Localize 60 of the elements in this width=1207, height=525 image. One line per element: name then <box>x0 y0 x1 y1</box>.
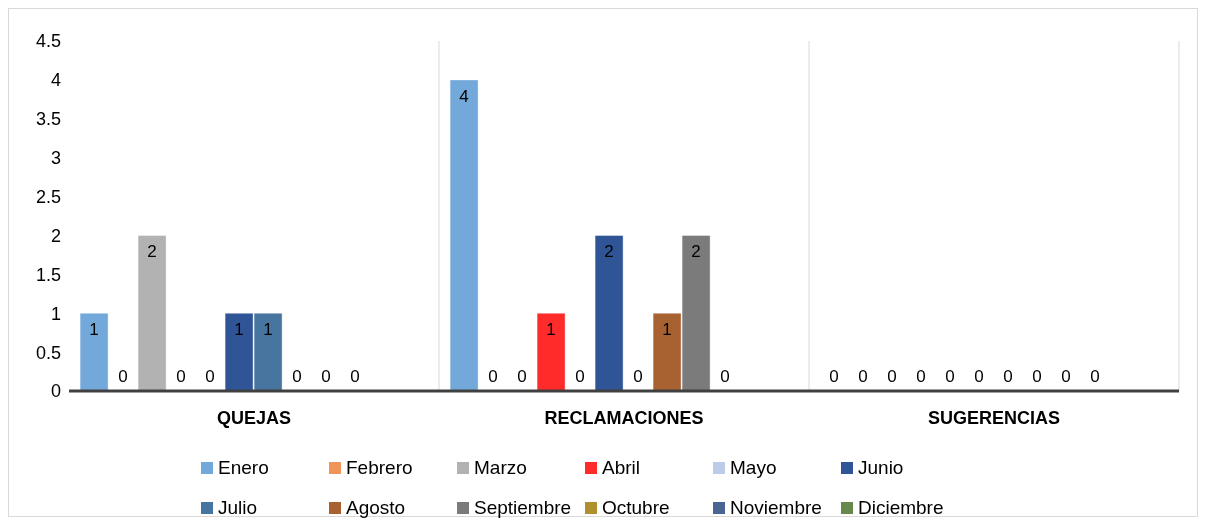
y-tick-label: 1 <box>50 303 61 324</box>
legend-label: Marzo <box>474 457 527 479</box>
legend-label: Julio <box>218 497 258 519</box>
y-tick-label: 1.5 <box>35 264 61 285</box>
y-tick-label: 0 <box>50 381 61 402</box>
data-label: 0 <box>575 367 585 386</box>
data-label: 0 <box>1032 367 1042 386</box>
data-label: 0 <box>720 367 730 386</box>
data-label: 0 <box>488 367 498 386</box>
data-label: 1 <box>662 320 672 340</box>
legend-label: Agosto <box>346 497 406 519</box>
legend-label: Diciembre <box>858 497 944 519</box>
data-label: 0 <box>916 367 926 386</box>
data-label: 0 <box>350 367 360 386</box>
data-label: 0 <box>1090 367 1100 386</box>
bar <box>594 234 624 391</box>
bar <box>449 79 479 391</box>
data-label: 0 <box>974 367 984 386</box>
y-tick-label: 0.5 <box>35 342 61 363</box>
x-tick-label: QUEJAS <box>216 407 292 428</box>
data-label: 0 <box>858 367 868 386</box>
legend-label: Septiembre <box>474 497 572 519</box>
bar <box>536 312 566 391</box>
data-label: 0 <box>1003 367 1013 386</box>
y-tick-label: 4.5 <box>35 31 61 52</box>
data-label: 0 <box>321 367 331 386</box>
y-tick-label: 3.5 <box>35 109 61 130</box>
data-label: 0 <box>205 367 215 386</box>
data-label: 0 <box>829 367 839 386</box>
data-label: 0 <box>887 367 897 386</box>
data-label: 1 <box>234 320 244 340</box>
data-label: 1 <box>546 320 556 340</box>
data-label: 2 <box>691 242 701 262</box>
legend-label: Abril <box>602 457 641 479</box>
x-tick-label: RECLAMACIONES <box>544 407 704 428</box>
y-tick-label: 2 <box>50 225 61 246</box>
y-tick-label: 4 <box>50 70 61 91</box>
data-label: 4 <box>459 86 469 106</box>
legend-label: Octubre <box>602 497 670 519</box>
data-label: 0 <box>517 367 527 386</box>
data-label: 0 <box>945 367 955 386</box>
bar <box>79 312 109 391</box>
data-label: 0 <box>118 367 128 386</box>
legend-label: Febrero <box>346 457 413 479</box>
data-label: 0 <box>1061 367 1071 386</box>
legend-label: Enero <box>218 457 269 479</box>
legend-label: Mayo <box>730 457 777 479</box>
data-label: 0 <box>633 367 643 386</box>
legend-label: Noviembre <box>730 497 822 519</box>
data-label: 2 <box>604 242 614 262</box>
data-label: 1 <box>89 320 99 340</box>
data-label: 0 <box>292 367 302 386</box>
y-tick-label: 3 <box>50 148 61 169</box>
data-label: 1 <box>263 320 273 340</box>
bar <box>137 234 167 391</box>
legend-label: Junio <box>858 457 904 479</box>
data-label: 0 <box>176 367 186 386</box>
x-tick-label: SUGERENCIAS <box>927 407 1061 428</box>
y-tick-label: 2.5 <box>35 186 61 207</box>
data-label: 2 <box>147 242 157 262</box>
